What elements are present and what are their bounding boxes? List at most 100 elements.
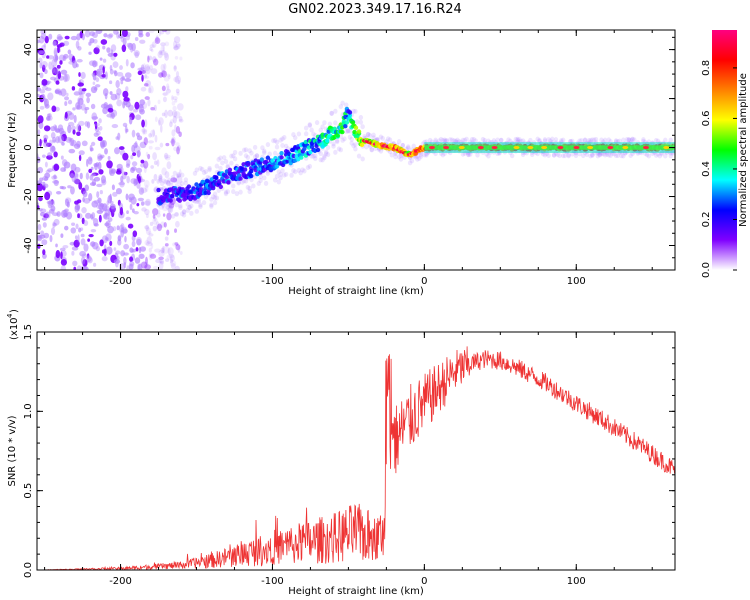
noise-blob xyxy=(115,187,122,195)
noise-blob xyxy=(81,140,88,147)
ridge-halo xyxy=(393,154,398,160)
noise-blob xyxy=(102,58,107,63)
noise-blob xyxy=(148,252,155,257)
noise-blob xyxy=(59,247,66,252)
noise-blob xyxy=(49,234,53,243)
x-axis-label: Height of straight line (km) xyxy=(288,586,424,597)
noise-blob xyxy=(150,129,156,138)
noise-blob xyxy=(47,200,53,209)
ridge-halo xyxy=(196,199,201,205)
ridge-halo xyxy=(262,148,267,154)
noise-blob xyxy=(124,72,132,79)
noise-blob xyxy=(39,62,43,69)
noise-blob xyxy=(104,148,108,155)
ridge-halo xyxy=(223,191,229,197)
ridge-halo xyxy=(209,203,214,209)
noise-blob xyxy=(175,220,180,228)
ridge-point xyxy=(227,167,233,173)
noise-blob xyxy=(112,61,119,68)
ridge-halo xyxy=(424,152,429,158)
noise-blob xyxy=(37,129,41,135)
ridge-halo xyxy=(232,149,238,155)
ridge-point xyxy=(315,147,321,153)
ridge-halo xyxy=(355,119,360,125)
noise-blob xyxy=(150,165,154,169)
noise-blob xyxy=(113,30,119,35)
ridge-halo xyxy=(624,136,630,142)
ridge-halo xyxy=(331,141,336,147)
noise-blob xyxy=(152,225,158,232)
noise-blob xyxy=(178,169,182,178)
ridge-halo xyxy=(471,136,477,142)
ridge-halo xyxy=(325,144,331,150)
noise-blob xyxy=(174,75,181,84)
noise-blob xyxy=(164,109,168,119)
noise-blob xyxy=(168,202,175,209)
ridge-halo xyxy=(590,137,595,143)
noise-blob xyxy=(52,221,56,228)
noise-blob xyxy=(116,71,124,77)
ridge-halo xyxy=(606,152,611,158)
ridge-halo xyxy=(243,178,249,184)
noise-blob xyxy=(111,124,119,129)
noise-blob xyxy=(43,125,51,132)
noise-blob xyxy=(59,60,63,65)
noise-blob xyxy=(98,169,104,175)
ridge-halo xyxy=(407,160,413,166)
noise-blob xyxy=(150,107,155,111)
noise-blob xyxy=(121,171,127,180)
noise-blob xyxy=(137,263,143,270)
noise-blob xyxy=(160,42,166,47)
noise-blob xyxy=(149,64,153,71)
x-axis-label: Height of straight line (km) xyxy=(288,286,424,297)
ridge-halo xyxy=(528,137,533,143)
noise-blob xyxy=(94,121,98,125)
noise-blob xyxy=(120,250,126,257)
noise-blob xyxy=(152,217,158,225)
noise-blob xyxy=(48,61,53,70)
ridge-halo xyxy=(590,152,595,158)
noise-blob xyxy=(82,259,88,267)
noise-blob xyxy=(167,205,174,214)
noise-blob xyxy=(64,198,70,207)
noise-blob xyxy=(121,226,127,234)
noise-blob xyxy=(152,208,159,216)
ridge-halo xyxy=(165,204,170,210)
noise-blob xyxy=(151,178,155,184)
noise-blob xyxy=(81,33,85,41)
y-tick-label: -40 xyxy=(23,237,34,253)
noise-blob xyxy=(67,124,72,134)
ridge-halo xyxy=(272,137,278,143)
ridge-halo xyxy=(668,137,673,143)
noise-blob xyxy=(163,222,167,228)
noise-blob xyxy=(113,247,117,251)
ridge-halo xyxy=(347,128,353,134)
x-tick-label: -100 xyxy=(261,276,284,287)
noise-blob xyxy=(93,132,99,137)
noise-blob xyxy=(50,125,56,132)
noise-blob xyxy=(123,256,127,265)
noise-blob xyxy=(162,45,166,52)
ridge-halo xyxy=(311,131,316,137)
ridge-halo xyxy=(480,136,486,142)
ridge-halo xyxy=(559,138,564,144)
noise-blob xyxy=(160,247,165,254)
ridge-halo xyxy=(466,151,471,157)
noise-blob xyxy=(75,223,79,230)
noise-blob xyxy=(141,119,145,128)
noise-blob xyxy=(60,69,68,75)
ridge-halo xyxy=(506,137,511,143)
ridge-point xyxy=(168,198,173,203)
ridge-halo xyxy=(318,151,323,157)
ridge-halo xyxy=(241,178,247,184)
noise-blob xyxy=(78,72,81,77)
noise-blob xyxy=(154,134,158,143)
noise-blob xyxy=(134,51,139,59)
ridge-halo xyxy=(469,137,475,143)
noise-blob xyxy=(50,132,56,139)
ridge-halo xyxy=(411,143,416,149)
ridge-halo xyxy=(345,128,351,134)
noise-blob xyxy=(52,67,58,76)
ridge-halo xyxy=(280,142,285,148)
noise-blob xyxy=(76,123,81,132)
